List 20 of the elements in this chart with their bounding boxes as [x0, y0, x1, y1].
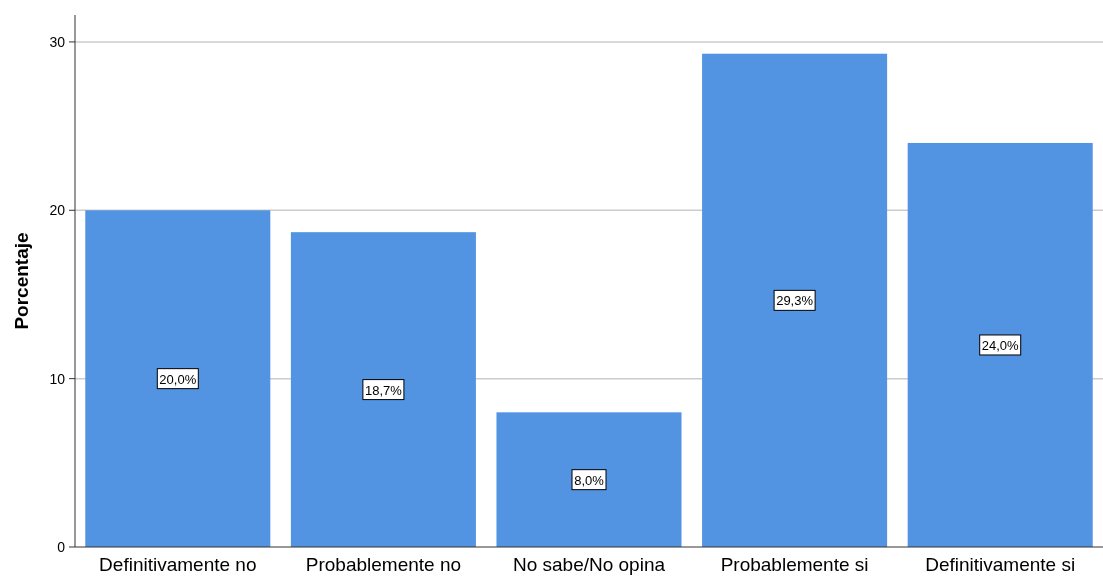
data-label: 24,0%	[981, 337, 1020, 353]
y-tick-label: 0	[57, 539, 66, 555]
bar	[702, 53, 888, 547]
data-label: 18,7%	[364, 382, 403, 398]
data-label: 20,0%	[159, 371, 197, 387]
bar	[496, 412, 682, 547]
x-tick-label: No sabe/No opina	[512, 554, 666, 575]
x-tick-label: Definitivamente si	[925, 554, 1076, 575]
bar	[85, 210, 271, 547]
data-label: 29,3%	[776, 293, 814, 309]
x-tick-label: Definitivamente no	[99, 554, 257, 575]
data-label: 8,0%	[574, 472, 605, 488]
bar	[290, 232, 476, 547]
x-tick-label: Probablemente no	[305, 554, 462, 575]
y-tick-label: 10	[49, 370, 66, 387]
x-tick-label: Probablemente si	[720, 554, 869, 575]
bar	[907, 142, 1093, 547]
y-tick-label: 20	[49, 202, 66, 219]
y-axis-title: Porcentaje	[11, 232, 32, 330]
y-tick-label: 30	[49, 33, 66, 50]
